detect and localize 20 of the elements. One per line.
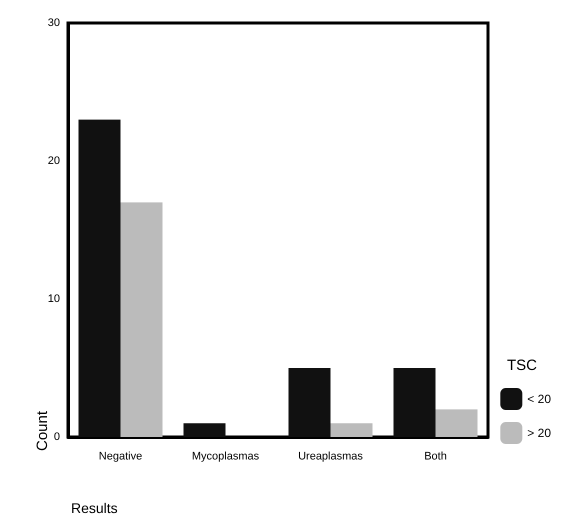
legend-title: TSC [507,357,538,374]
x-tick-label: Both [424,450,447,462]
y-tick-label: 10 [48,293,60,305]
x-tick-label: Ureaplasmas [298,450,364,462]
bar [436,409,478,437]
y-axis-title: Count [34,410,51,451]
x-tick-label: Negative [98,450,142,462]
x-tick-label: Mycoplasmas [192,450,260,462]
legend-label: > 20 [527,426,552,440]
y-tick-label: 20 [48,155,60,167]
bar [120,202,162,437]
bar [394,368,436,437]
bar [330,423,372,437]
y-tick-label: 0 [54,431,60,443]
bar [184,423,226,437]
bar [78,120,120,437]
legend-label: < 20 [527,392,552,406]
y-tick-label: 30 [48,17,60,29]
bar [288,368,330,437]
x-axis-title: Results [71,500,118,516]
